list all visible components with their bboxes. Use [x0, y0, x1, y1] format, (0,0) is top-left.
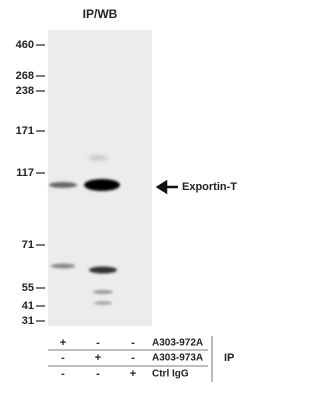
lane-sign: - — [96, 368, 100, 380]
antibody-label: Ctrl IgG — [152, 369, 189, 380]
lane-sign: - — [96, 337, 100, 349]
antibody-label: A303-972A — [152, 338, 203, 349]
marker-label: 117 — [16, 167, 34, 179]
lane-sign: + — [60, 337, 66, 349]
lane-sign: - — [131, 337, 135, 349]
lane-sign: - — [61, 368, 65, 380]
blot — [48, 30, 152, 326]
marker-label: 71 — [22, 239, 34, 251]
figure: IP/WB 460 268 238 171 117 71 55 41 31 Exportin-T… — [16, 7, 237, 382]
marker-label: 460 — [16, 39, 34, 51]
lane-sign: - — [131, 352, 135, 364]
band — [84, 179, 120, 191]
band-label: Exportin-T — [182, 181, 237, 193]
lane-table: + - - A303-972A - + - A303-973A - - + Ctrl IgG — [60, 337, 203, 380]
bands — [49, 156, 120, 305]
arrow — [155, 179, 178, 195]
lane-sign: + — [95, 352, 101, 364]
band — [94, 301, 112, 305]
group-label: IP — [224, 352, 234, 364]
band — [89, 266, 117, 274]
marker-label: 238 — [16, 85, 34, 97]
markers: 460 268 238 171 117 71 55 41 31 — [16, 39, 45, 327]
lane-sign: + — [130, 368, 136, 380]
band — [88, 156, 108, 160]
marker-label: 55 — [22, 282, 34, 294]
band — [93, 290, 113, 294]
marker-label: 268 — [16, 70, 34, 82]
antibody-label: A303-973A — [152, 353, 203, 364]
title: IP/WB — [83, 7, 118, 21]
lane-sign: - — [61, 352, 65, 364]
band — [49, 182, 77, 188]
marker-label: 41 — [22, 300, 34, 312]
marker-label: 31 — [22, 315, 34, 327]
band — [51, 263, 75, 269]
marker-label: 171 — [16, 125, 34, 137]
